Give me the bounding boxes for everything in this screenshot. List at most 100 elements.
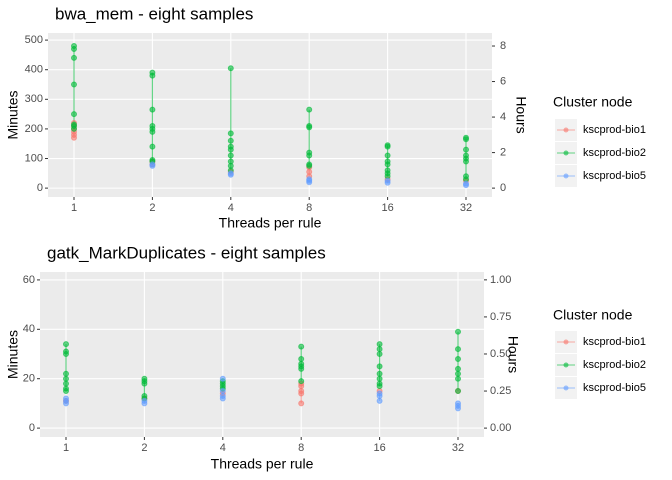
point	[455, 375, 461, 382]
y2-tick-label: 2	[500, 147, 506, 159]
point	[219, 375, 226, 382]
y-tick-label: 0	[29, 422, 35, 434]
legend-label: kscprod-bio1	[583, 336, 646, 348]
point	[227, 170, 234, 177]
point	[376, 363, 383, 370]
point	[455, 355, 461, 362]
legend-point	[563, 385, 569, 391]
point	[149, 106, 156, 113]
legend-title: Cluster node	[553, 94, 633, 110]
point	[455, 365, 461, 372]
point	[384, 152, 391, 159]
y2-tick-label: 0.25	[490, 385, 511, 397]
y2-axis-title: Hours	[505, 336, 521, 373]
point	[298, 355, 305, 362]
point	[463, 136, 469, 143]
point	[71, 81, 77, 88]
plot-background	[48, 33, 492, 197]
x-tick-label: 32	[452, 442, 464, 454]
x-tick-label: 8	[306, 202, 312, 214]
legend-label: kscprod-bio5	[583, 382, 646, 394]
point	[455, 370, 461, 377]
y2-tick-label: 0.75	[490, 311, 511, 323]
x-tick-label: 2	[141, 442, 147, 454]
point	[219, 392, 226, 399]
point	[455, 388, 461, 395]
y-tick-label: 0	[37, 182, 43, 194]
point	[63, 380, 69, 387]
point	[227, 137, 234, 144]
point	[141, 397, 148, 404]
panel: gatk_MarkDuplicates - eight samples02040…	[5, 243, 646, 471]
legend-label: kscprod-bio2	[583, 147, 646, 159]
point	[384, 177, 391, 184]
x-tick-label: 4	[228, 202, 234, 214]
point	[298, 400, 305, 407]
x-tick-label: 2	[149, 202, 155, 214]
legend-point	[563, 339, 569, 345]
point	[71, 111, 77, 118]
point	[376, 346, 383, 353]
point	[141, 380, 148, 387]
y2-tick-label: 4	[500, 111, 506, 123]
x-tick-label: 1	[71, 202, 77, 214]
point	[306, 152, 313, 159]
y-tick-label: 40	[23, 323, 35, 335]
y2-tick-label: 6	[500, 75, 506, 87]
point	[455, 346, 461, 353]
point	[298, 365, 305, 372]
point	[63, 375, 69, 382]
point	[219, 388, 226, 395]
point	[63, 395, 69, 402]
y2-tick-label: 0.00	[490, 422, 511, 434]
x-tick-label: 16	[373, 442, 385, 454]
legend-point	[563, 127, 569, 133]
y-tick-label: 20	[23, 373, 35, 385]
y-tick-label: 60	[23, 274, 35, 286]
x-axis-title: Threads per rule	[211, 456, 314, 472]
point	[71, 54, 77, 61]
point	[71, 121, 77, 128]
point	[227, 65, 234, 72]
y-tick-label: 100	[25, 152, 43, 164]
plot-background	[40, 272, 484, 437]
point	[306, 124, 313, 131]
point	[306, 176, 313, 183]
point	[376, 351, 383, 358]
point	[306, 162, 313, 169]
x-tick-label: 4	[220, 442, 226, 454]
point	[63, 388, 69, 395]
point	[384, 143, 391, 150]
point	[149, 72, 156, 79]
chart-title: bwa_mem - eight samples	[55, 4, 253, 23]
point	[71, 45, 77, 52]
point	[149, 143, 156, 150]
y2-tick-label: 1.00	[490, 274, 511, 286]
panel: bwa_mem - eight samples 0 100 200 300 400 500 0…	[5, 4, 646, 230]
y-axis-title: Minutes	[5, 90, 21, 139]
x-tick-label: 16	[381, 202, 393, 214]
point	[376, 370, 383, 377]
x-tick-label: 32	[460, 202, 472, 214]
y2-axis-title: Hours	[513, 96, 529, 133]
legend-label: kscprod-bio5	[583, 170, 646, 182]
point	[376, 375, 383, 382]
point	[298, 388, 305, 395]
y-tick-label: 500	[25, 34, 43, 46]
point	[149, 161, 156, 168]
point	[149, 128, 156, 135]
point	[63, 370, 69, 377]
point	[376, 390, 383, 397]
point	[227, 130, 234, 137]
legend-point	[563, 150, 569, 156]
point	[63, 341, 69, 348]
point	[463, 180, 469, 187]
x-tick-label: 8	[298, 442, 304, 454]
legend-point	[563, 362, 569, 368]
point	[384, 161, 391, 168]
point	[227, 152, 234, 159]
point	[298, 343, 305, 350]
legend-label: kscprod-bio1	[583, 124, 646, 136]
point	[306, 106, 313, 113]
